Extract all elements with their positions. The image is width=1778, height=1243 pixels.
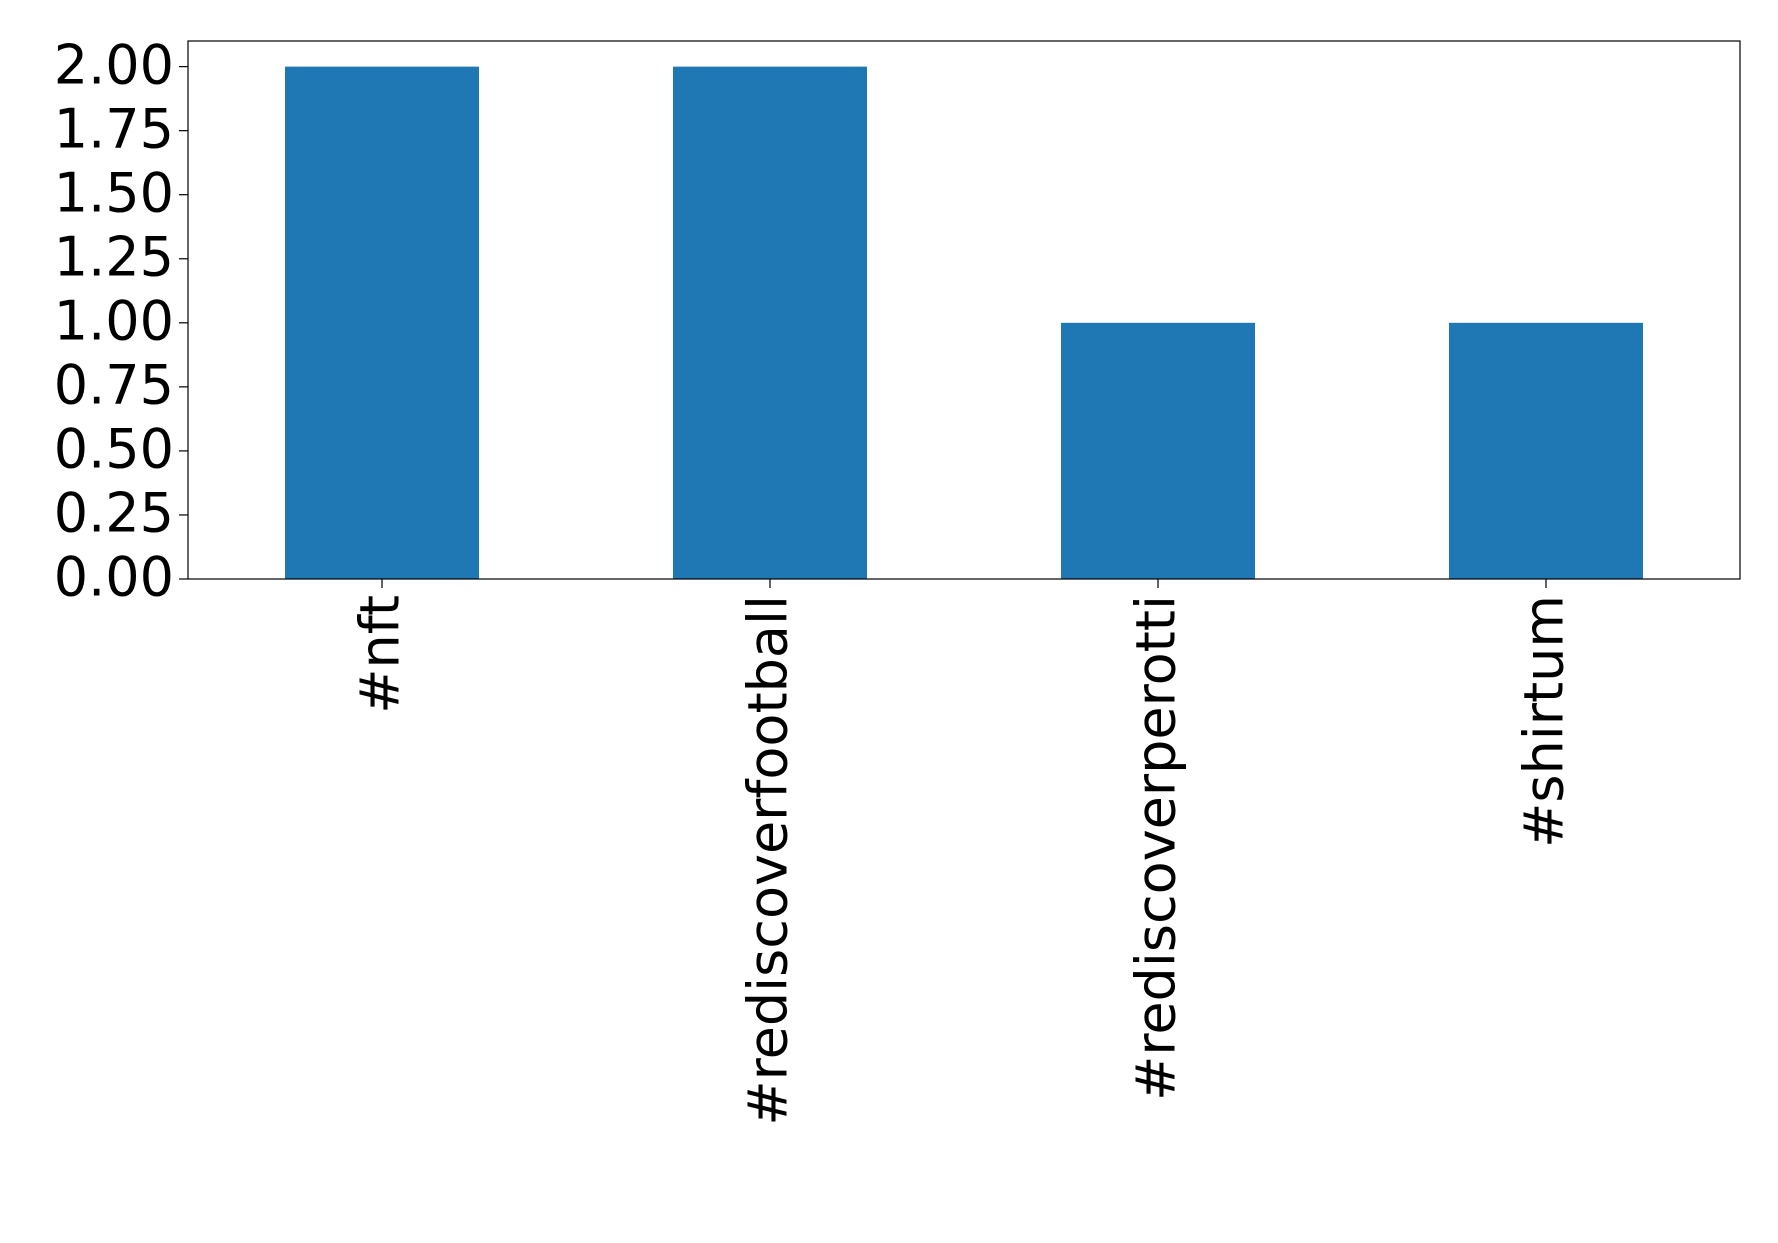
y-tick-label: 1.75 bbox=[54, 97, 174, 160]
bar bbox=[673, 66, 867, 580]
bar bbox=[1449, 322, 1643, 579]
y-tick-label: 1.50 bbox=[54, 161, 174, 224]
plot-frame bbox=[187, 40, 1741, 580]
y-tick-label: 2.00 bbox=[54, 33, 174, 96]
y-tick-label: 0.50 bbox=[54, 418, 174, 481]
bar bbox=[285, 66, 479, 580]
y-tick-label: 0.25 bbox=[54, 482, 174, 545]
x-tick-label: #shirtum bbox=[1513, 595, 1576, 848]
x-tick-label: #rediscoverperotti bbox=[1125, 595, 1188, 1101]
y-tick-label: 0.75 bbox=[54, 353, 174, 416]
y-tick-label: 0.00 bbox=[54, 546, 174, 609]
y-tick-label: 1.25 bbox=[54, 225, 174, 288]
x-tick-label: #nft bbox=[349, 595, 412, 714]
y-tick-label: 1.00 bbox=[54, 289, 174, 352]
bar bbox=[1061, 322, 1255, 579]
x-tick-label: #rediscoverfootball bbox=[737, 595, 800, 1126]
